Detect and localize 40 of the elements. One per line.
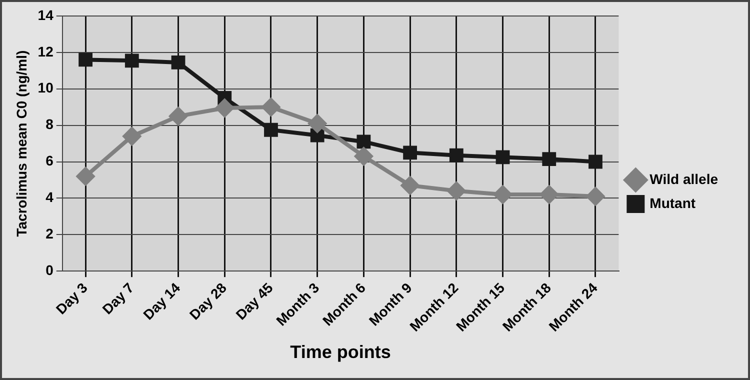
point [122,127,141,146]
y-axis-title: Tacrolimus mean C0 (ng/ml) [13,50,30,237]
y-tick-label: 12 [38,43,54,60]
point [169,107,188,126]
point [447,182,466,200]
point [540,186,558,204]
point [78,52,92,67]
point [310,128,324,142]
x-tick-label: Day 45 [232,279,276,323]
point [124,54,139,68]
point [171,56,186,70]
legend-label: Mutant [650,194,696,211]
point [588,154,602,169]
point [403,146,418,160]
legend-label: Wild allele [650,170,718,187]
y-tick-label: 8 [46,116,54,132]
point [354,147,373,166]
point [449,148,464,162]
y-tick-label: 6 [46,152,54,169]
y-tick-label: 10 [38,80,54,96]
x-tick-label: Day 28 [186,279,230,323]
y-tick-label: 0 [46,262,54,278]
y-tick-label: 14 [38,6,54,23]
x-axis-title: Time points [290,342,391,362]
point [76,167,95,186]
y-tick-label: 2 [46,225,54,242]
x-tick-label: Day 14 [140,279,184,323]
x-tick-label: Day 7 [99,279,137,318]
point [262,98,280,116]
point [356,134,371,149]
y-tick-label: 4 [46,189,54,206]
point [586,187,604,206]
point [216,99,234,118]
point [401,176,420,194]
point [542,152,556,166]
point [308,114,326,132]
x-tick-label: Day 3 [52,279,91,318]
point [496,150,510,164]
point [494,186,512,204]
point [264,122,278,137]
